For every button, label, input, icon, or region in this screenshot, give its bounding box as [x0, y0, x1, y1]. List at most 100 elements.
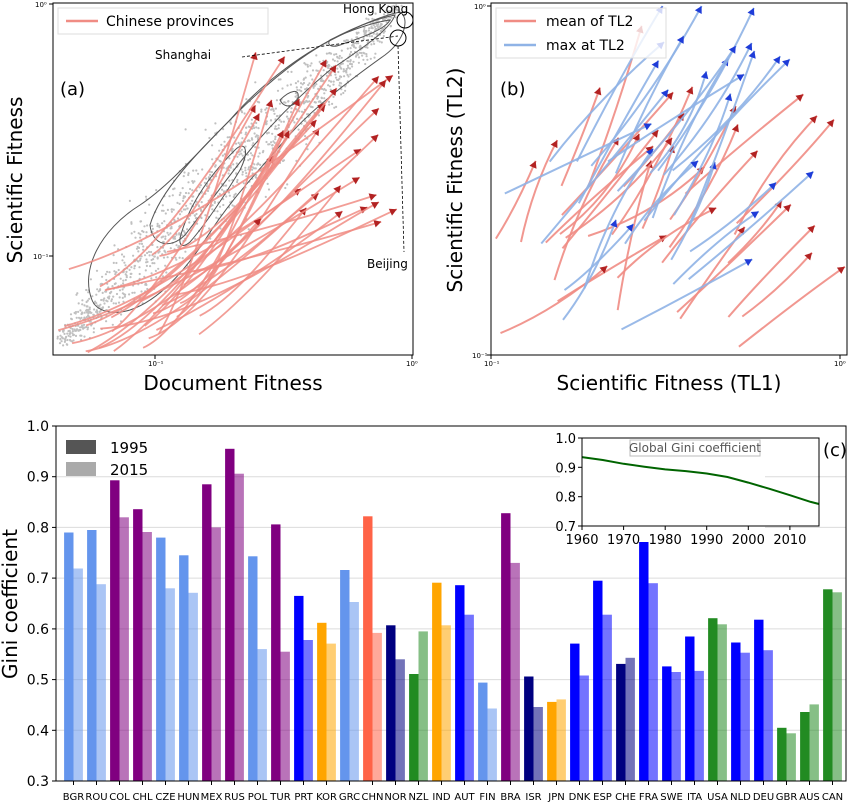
beijing-marker	[389, 29, 407, 47]
province-trajectories	[57, 52, 398, 354]
inset-xtick-label: 1980	[649, 533, 682, 548]
scatter-point	[110, 290, 113, 293]
scatter-point	[59, 334, 62, 337]
mean-arrowhead	[645, 146, 654, 154]
scatter-point	[245, 126, 248, 129]
scatter-point	[306, 70, 309, 73]
scatter-point	[181, 257, 184, 260]
scatter-point	[310, 62, 313, 65]
scatter-point	[170, 208, 173, 211]
scatter-point	[373, 42, 376, 46]
scatter-point	[226, 136, 229, 139]
scatter-point	[316, 69, 319, 72]
scatter-point	[334, 76, 338, 79]
scatter-point	[181, 234, 184, 237]
mean-trajectory	[560, 87, 601, 187]
mean-arrowhead	[599, 266, 608, 274]
scatter-point	[229, 166, 232, 169]
scatter-point	[332, 80, 335, 83]
density-contours	[88, 11, 406, 313]
scatter-point	[246, 153, 249, 156]
scatter-point	[85, 325, 88, 329]
scatter-point	[71, 327, 74, 331]
mean-arrowhead	[836, 266, 845, 274]
scatter-point	[370, 26, 373, 30]
scatter-point	[255, 173, 258, 177]
scatter-point	[350, 63, 353, 66]
scatter-point	[122, 255, 126, 258]
province-trajectory	[158, 52, 257, 335]
max-trajectory	[673, 93, 732, 216]
scatter-point	[130, 232, 133, 235]
bar-2015	[533, 707, 543, 781]
ytick-label: 0.7	[27, 571, 49, 587]
scatter-point	[251, 138, 254, 141]
bar-1995	[501, 513, 511, 781]
scatter-point	[86, 328, 89, 331]
legend-label-max: max at TL2	[546, 38, 625, 54]
global-gini-line	[581, 456, 820, 505]
bar-2015	[625, 657, 635, 781]
scatter-point	[171, 194, 174, 197]
scatter-point	[346, 47, 349, 50]
mean-arrowhead	[809, 115, 817, 124]
mean-arrowhead	[708, 207, 717, 215]
scatter-point	[372, 32, 375, 35]
scatter-point	[135, 247, 139, 250]
scatter-point	[329, 80, 332, 83]
scatter-point	[273, 112, 276, 115]
scatter-point	[172, 208, 175, 211]
scatter-point	[149, 265, 152, 268]
max-trajectory	[607, 73, 745, 163]
legend-c: 1995 2015	[66, 439, 148, 479]
scatter-point	[250, 118, 253, 121]
scatter-point	[114, 271, 117, 274]
scatter-point	[142, 245, 145, 248]
scatter-point	[154, 269, 157, 272]
scatter-point	[195, 212, 198, 216]
bar-1995	[133, 509, 143, 781]
max-trajectory	[624, 160, 699, 245]
scatter-point	[69, 313, 73, 316]
scatter-point	[101, 275, 104, 278]
scatter-point	[156, 222, 159, 225]
scatter-point	[211, 158, 214, 161]
scatter-point	[304, 76, 307, 79]
scatter-point	[164, 212, 167, 215]
province-trajectory	[68, 74, 394, 270]
scatter-point	[283, 101, 286, 104]
scatter-point	[110, 298, 113, 301]
scatter-point	[241, 170, 244, 174]
scatter-point	[370, 35, 374, 38]
scatter-point	[60, 336, 64, 339]
scatter-point	[236, 178, 239, 182]
inset-ytick-label: 0.7	[555, 520, 576, 535]
scatter-point	[267, 143, 270, 146]
scatter-point	[65, 335, 68, 338]
scatter-point	[77, 302, 80, 305]
mean-trajectory	[738, 265, 846, 348]
scatter-point	[340, 49, 343, 52]
scatter-point	[247, 125, 250, 128]
scatter-point	[100, 298, 103, 302]
scatter-point	[391, 7, 394, 10]
max-arrowhead	[805, 171, 814, 180]
max-arrowhead	[676, 35, 684, 44]
scatter-point	[327, 63, 330, 67]
bar-2015	[579, 675, 589, 781]
inset-title-box	[629, 439, 761, 457]
scatter-point	[85, 309, 88, 312]
scatter-point	[232, 195, 235, 198]
max-arrowhead	[643, 123, 652, 131]
scatter-point	[254, 175, 257, 178]
scatter-point	[175, 233, 178, 236]
scatter-point	[332, 83, 335, 86]
scatter-point	[99, 303, 102, 306]
scatter-point	[244, 169, 247, 172]
inset-ytick-label: 1.0	[555, 432, 576, 447]
scatter-point	[137, 250, 140, 253]
scatter-point	[315, 83, 318, 86]
scatter-point	[335, 105, 338, 108]
max-trajectory	[616, 45, 737, 192]
gray-scatter-cloud	[56, 4, 408, 347]
